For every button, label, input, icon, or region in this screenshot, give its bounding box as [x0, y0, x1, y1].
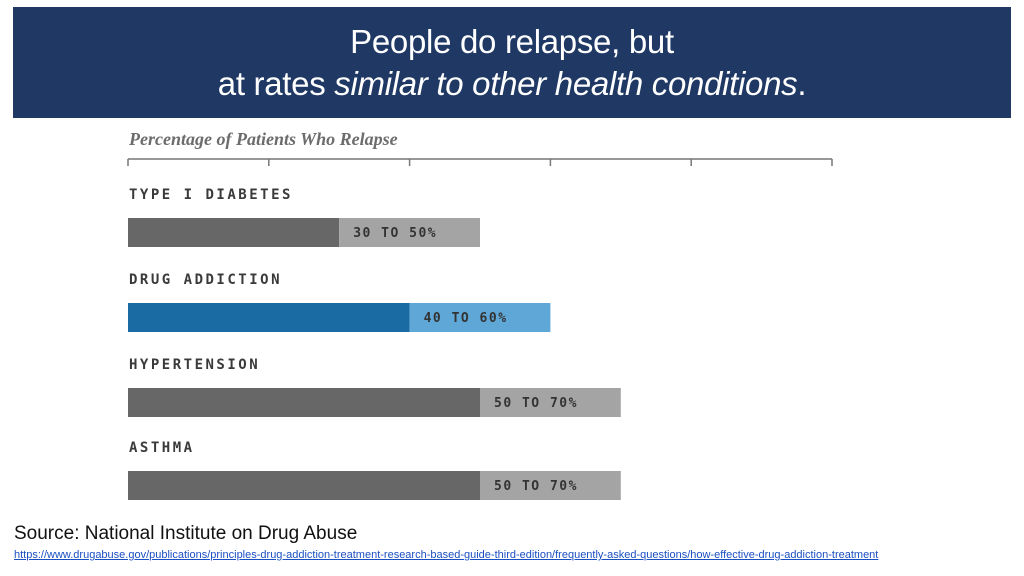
title-line-2-italic: similar to other health conditions — [334, 64, 798, 102]
bar-range — [339, 218, 480, 247]
chart-axis — [127, 158, 833, 166]
source-link[interactable]: https://www.drugabuse.gov/publications/p… — [14, 549, 879, 561]
category-label: ASTHMA — [129, 440, 195, 456]
category-label: DRUG ADDICTION — [129, 272, 282, 288]
range-label: 40 TO 60% — [424, 311, 508, 326]
range-label: 50 TO 70% — [494, 396, 578, 411]
bar-base — [128, 388, 480, 417]
bar-base — [128, 303, 410, 332]
title-banner: People do relapse, but at rates similar … — [13, 7, 1011, 118]
relapse-chart: Percentage of Patients Who Relapse TYPE … — [127, 129, 833, 500]
title-line-2: at rates similar to other health conditi… — [13, 63, 1011, 105]
chart-title: Percentage of Patients Who Relapse — [128, 129, 398, 149]
bar-range — [480, 388, 621, 417]
source-text: Source: National Institute on Drug Abuse — [14, 523, 358, 544]
chart-bars: TYPE I DIABETES 30 TO 50% DRUG ADDICTION 40… — [128, 187, 621, 500]
title-line-1: People do relapse, but — [350, 22, 674, 60]
bar-range — [409, 303, 551, 332]
title-line-2-end: . — [797, 64, 807, 102]
bar-range — [480, 471, 621, 500]
range-label: 50 TO 70% — [494, 479, 578, 494]
category-label: TYPE I DIABETES — [129, 187, 293, 203]
bar-base — [128, 471, 480, 500]
category-label: HYPERTENSION — [129, 357, 260, 373]
bar-base — [128, 218, 340, 247]
title-line-2-plain: at rates — [217, 64, 335, 102]
range-label: 30 TO 50% — [353, 226, 437, 241]
